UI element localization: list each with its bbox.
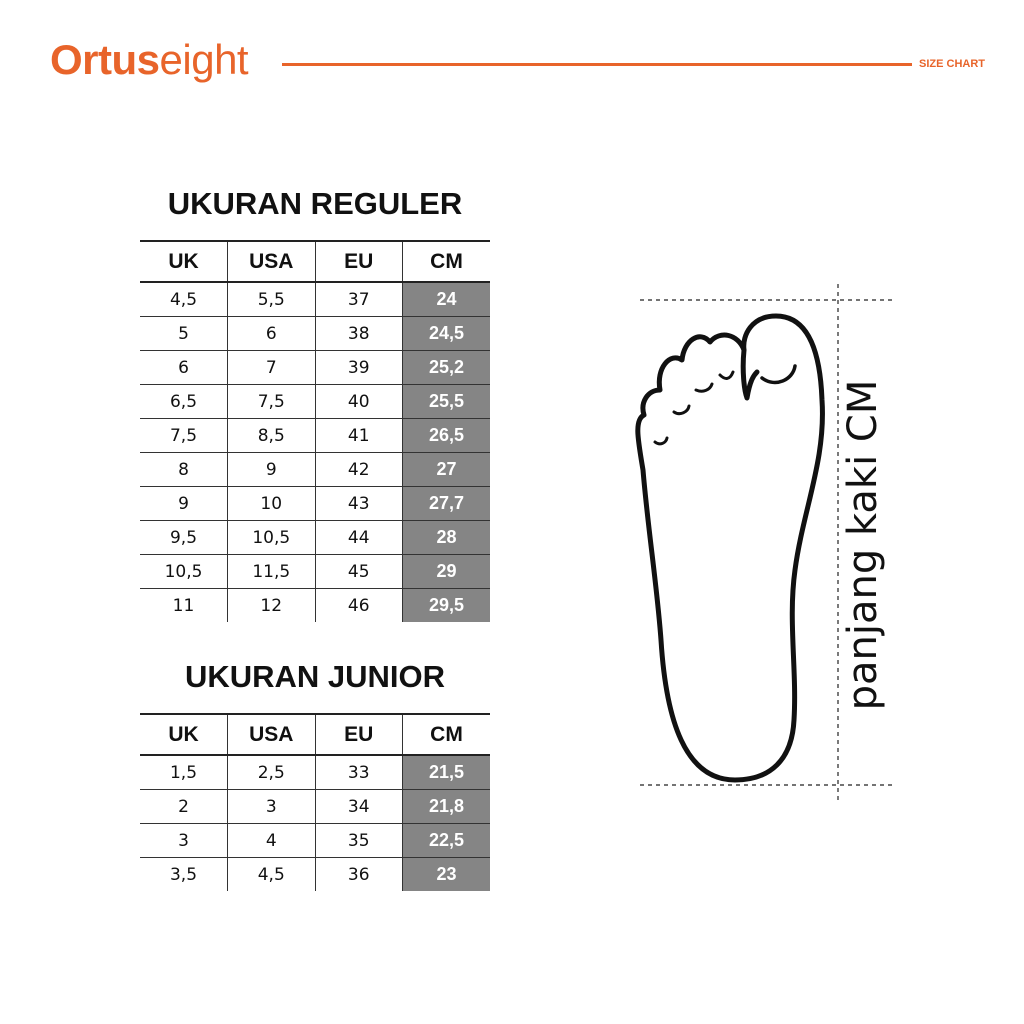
cell-cm: 25,5 xyxy=(402,384,490,419)
cell-uk: 4,5 xyxy=(140,282,228,317)
cell-uk: 6,5 xyxy=(140,384,228,419)
regular-title: UKURAN REGULER xyxy=(167,186,463,221)
cell-cm: 24,5 xyxy=(402,316,490,351)
cell-cm: 27,7 xyxy=(402,486,490,521)
cell-eu: 44 xyxy=(314,520,403,555)
cell-cm: 28 xyxy=(402,520,490,555)
table-row: 9,5 10,5 44 28 xyxy=(140,520,490,555)
table-row: 1,5 2,5 33 21,5 xyxy=(140,755,490,790)
cell-uk: 5 xyxy=(140,316,228,351)
ortuseight-logo: Ortuseight xyxy=(50,36,249,83)
cell-cm: 29 xyxy=(402,554,490,589)
table-row: 7,5 8,5 41 26,5 xyxy=(140,418,490,453)
column-header: USA xyxy=(227,713,315,756)
column-header: UK xyxy=(140,240,228,283)
column-header: UK xyxy=(140,713,228,756)
cell-eu: 35 xyxy=(314,823,403,858)
cell-eu: 38 xyxy=(314,316,403,351)
cell-uk: 9,5 xyxy=(140,520,228,555)
regular-size-table: UK USA EU CM 4,5 5,5 37 24 5 6 38 24,5 6 7 39 25,2 6,5 7,… xyxy=(140,240,490,622)
cell-usa: 9 xyxy=(227,452,315,487)
cell-cm: 29,5 xyxy=(402,588,490,622)
table-row: 9 10 43 27,7 xyxy=(140,486,490,521)
column-header: EU xyxy=(314,713,403,756)
cell-usa: 3 xyxy=(227,789,315,824)
table-row: 5 6 38 24,5 xyxy=(140,316,490,351)
junior-title: UKURAN JUNIOR xyxy=(184,659,446,694)
cell-eu: 37 xyxy=(314,282,403,317)
cell-usa: 12 xyxy=(227,588,315,622)
table-row: 6,5 7,5 40 25,5 xyxy=(140,384,490,419)
table-row: 2 3 34 21,8 xyxy=(140,789,490,824)
cell-cm: 25,2 xyxy=(402,350,490,385)
cell-cm: 26,5 xyxy=(402,418,490,453)
cell-eu: 39 xyxy=(314,350,403,385)
table-row: 4,5 5,5 37 24 xyxy=(140,282,490,317)
cell-cm: 21,5 xyxy=(402,755,490,790)
column-header: USA xyxy=(227,240,315,283)
cell-cm: 22,5 xyxy=(402,823,490,858)
table-row: 11 12 46 29,5 xyxy=(140,588,490,622)
cell-uk: 3,5 xyxy=(169,864,198,885)
cell-uk: 10,5 xyxy=(140,554,228,589)
cell-uk: 7,5 xyxy=(140,418,228,453)
cell-usa: 5,5 xyxy=(227,282,315,317)
cell-usa: 10,5 xyxy=(227,520,315,555)
cell-eu: 45 xyxy=(314,554,403,589)
cell-eu: 33 xyxy=(314,755,403,790)
cell-usa: 8,5 xyxy=(227,418,315,453)
cell-uk: 9 xyxy=(140,486,228,521)
junior-size-table: UK USA EU CM 1,5 2,5 33 21,5 2 3 34 21,8 3 4 35 22,5 3,5… xyxy=(140,713,490,891)
cell-eu: 42 xyxy=(314,452,403,487)
cell-usa: 11,5 xyxy=(227,554,315,589)
cell-eu: 34 xyxy=(314,789,403,824)
cell-uk: 11 xyxy=(172,595,195,616)
cell-cm: 21,8 xyxy=(402,789,490,824)
cell-uk: 3 xyxy=(140,823,228,858)
table-row: 8 9 42 27 xyxy=(140,452,490,487)
header-rule xyxy=(282,63,912,66)
cell-usa: 4 xyxy=(227,823,315,858)
cell-usa: 2,5 xyxy=(227,755,315,790)
foot-outline-icon xyxy=(635,313,825,783)
cell-usa: 6 xyxy=(227,316,315,351)
table-row: 6 7 39 25,2 xyxy=(140,350,490,385)
cell-eu: 46 xyxy=(314,588,403,622)
cell-usa: 7,5 xyxy=(227,384,315,419)
column-header: EU xyxy=(314,240,403,283)
column-header: CM xyxy=(402,713,490,756)
table-row: 3,5 4,5 36 23 xyxy=(140,857,490,891)
cell-uk: 2 xyxy=(140,789,228,824)
cell-eu: 43 xyxy=(314,486,403,521)
cell-eu: 40 xyxy=(314,384,403,419)
cell-cm: 24 xyxy=(402,282,490,317)
column-header: CM xyxy=(402,240,490,283)
table-row: 3 4 35 22,5 xyxy=(140,823,490,858)
header-row: UK USA EU CM xyxy=(140,713,490,756)
cell-uk: 8 xyxy=(140,452,228,487)
cell-uk: 1,5 xyxy=(140,755,228,790)
cell-uk: 6 xyxy=(140,350,228,385)
cell-usa: 7 xyxy=(227,350,315,385)
cell-usa: 4,5 xyxy=(227,857,315,891)
header-row: UK USA EU CM xyxy=(140,240,490,283)
table-row: 10,5 11,5 45 29 xyxy=(140,554,490,589)
cell-eu: 36 xyxy=(314,857,403,891)
cell-eu: 41 xyxy=(314,418,403,453)
foot-length-label: panjang kaki CM xyxy=(840,379,886,711)
cell-usa: 10 xyxy=(227,486,315,521)
cell-cm: 23 xyxy=(402,857,490,891)
size-chart-tag: SIZE CHART xyxy=(919,58,985,70)
cell-cm: 27 xyxy=(402,452,490,487)
